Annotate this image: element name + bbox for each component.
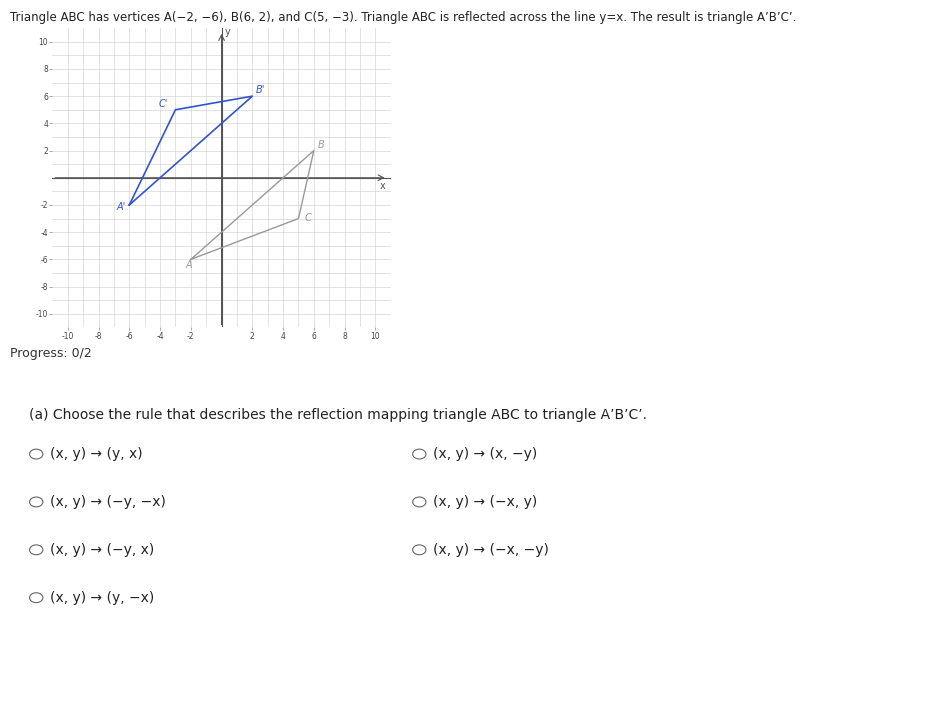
Text: (x, y) → (−y, x): (x, y) → (−y, x) [50,543,153,557]
Text: B: B [318,140,325,150]
Text: (x, y) → (−x, y): (x, y) → (−x, y) [432,495,536,509]
Text: A': A' [117,203,126,213]
Text: (x, y) → (−y, −x): (x, y) → (−y, −x) [50,495,166,509]
Text: (a) Choose the rule that describes the reflection mapping triangle ABC to triang: (a) Choose the rule that describes the r… [29,408,645,422]
Text: (x, y) → (−x, −y): (x, y) → (−x, −y) [432,543,548,557]
Text: B': B' [255,85,265,96]
Text: (x, y) → (y, x): (x, y) → (y, x) [50,447,142,461]
Text: (x, y) → (x, −y): (x, y) → (x, −y) [432,447,536,461]
Text: Triangle ABC has vertices A(−2, −6), B(6, 2), and C(5, −3). Triangle ABC is refl: Triangle ABC has vertices A(−2, −6), B(6… [10,11,795,23]
Text: Part 1 of 2: Part 1 of 2 [10,380,78,393]
Text: A: A [186,260,192,270]
Text: (x, y) → (y, −x): (x, y) → (y, −x) [50,591,153,605]
Text: x: x [380,181,386,191]
Text: y: y [225,27,230,37]
Text: C: C [304,213,310,223]
Text: Progress: 0/2: Progress: 0/2 [10,347,91,360]
Text: C': C' [158,99,168,109]
